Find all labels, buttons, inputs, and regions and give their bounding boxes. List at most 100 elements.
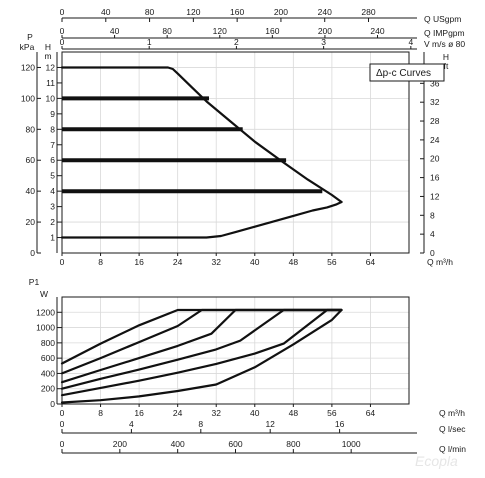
ft-tick-label: 4	[430, 229, 435, 239]
power-curve-level	[60, 308, 343, 390]
ft-tick-label: 12	[430, 191, 440, 201]
power-q-tick-label: 32	[211, 408, 221, 418]
m-tick-label: 4	[50, 186, 55, 196]
top-axis-tick-label: 240	[370, 26, 384, 36]
bottom-axis-tick-label: 0	[60, 419, 65, 429]
m-axis-title: H	[45, 42, 51, 52]
ft-tick-label: 8	[430, 210, 435, 220]
bottom-axis-tick-label: 800	[286, 439, 300, 449]
top-axis-label: Q IMPgpm	[424, 28, 465, 38]
ft-tick-label: 16	[430, 173, 440, 183]
power-tick-label: 400	[41, 368, 55, 378]
q-axis-label: Q m³/h	[427, 257, 453, 267]
ft-tick-label: 20	[430, 154, 440, 164]
m-tick-label: 10	[46, 93, 56, 103]
power-tick-label: 200	[41, 384, 55, 394]
m-tick-label: 11	[46, 78, 55, 88]
kpa-tick-label: 60	[26, 155, 36, 165]
kpa-tick-label: 80	[26, 124, 36, 134]
ft-tick-label: 32	[430, 97, 440, 107]
bottom-axis-tick-label: 200	[113, 439, 127, 449]
ft-axis-title: H	[443, 52, 449, 62]
m-tick-label: 1	[50, 233, 55, 243]
top-axis-tick-label: 2	[234, 37, 239, 47]
top-axis-label: Q USgpm	[424, 14, 461, 24]
top-axis-tick-label: 240	[318, 7, 332, 17]
top-axis-tick-label: 160	[265, 26, 279, 36]
bottom-axis-tick-label: 400	[171, 439, 185, 449]
q-tick-label: 48	[289, 257, 299, 267]
bottom-axis-tick-label: 12	[265, 419, 275, 429]
power-tick-label: 1000	[36, 323, 55, 333]
top-axis-tick-label: 280	[361, 7, 375, 17]
power-axes: P1W 0 200 400 600 800 1000 1200 0 8 16 24 32 40 48 56 64…	[29, 277, 465, 418]
power-curve-level	[60, 308, 343, 397]
bottom-axis-tick-label: 4	[129, 419, 134, 429]
power-q-tick-label: 8	[98, 408, 103, 418]
m-tick-label: 2	[50, 217, 55, 227]
head-curve-min	[60, 200, 343, 239]
power-q-tick-label: 64	[366, 408, 376, 418]
head-curves	[60, 66, 343, 239]
kpa-axis-unit: kPa	[20, 42, 35, 52]
m-tick-label: 12	[46, 62, 56, 72]
power-q-tick-label: 24	[173, 408, 183, 418]
power-q-tick-label: 16	[134, 408, 144, 418]
top-axis-tick-label: 200	[274, 7, 288, 17]
q-tick-label: 8	[98, 257, 103, 267]
m-tick-label: 9	[50, 109, 55, 119]
head-curve-max	[60, 66, 343, 204]
top-axis-tick-label: 160	[230, 7, 244, 17]
top-axis-tick-label: 0	[60, 7, 65, 17]
ft-tick-label: 24	[430, 135, 440, 145]
top-axis-tick-label: 4	[408, 37, 413, 47]
m-tick-label: 6	[50, 155, 55, 165]
power-tick-label: 1200	[36, 307, 55, 317]
q-tick-label: 24	[173, 257, 183, 267]
kpa-tick-label: 100	[21, 93, 35, 103]
power-q-tick-label: 40	[250, 408, 260, 418]
ft-tick-label: 0	[430, 248, 435, 258]
legend-box	[369, 63, 445, 82]
head-panel: PkPa020406080100120Hm123456789101112Hft0…	[20, 32, 454, 267]
top-axis-tick-label: 120	[213, 26, 227, 36]
top-axis-tick-label: 0	[60, 37, 65, 47]
q-tick-label: 64	[366, 257, 376, 267]
bottom-axis-tick-label: 1000	[342, 439, 361, 449]
kpa-axis-title: P	[27, 32, 33, 42]
bottom-axis-label: Q l/min	[439, 444, 466, 454]
power-tick-label: 800	[41, 338, 55, 348]
watermark: Ecopla	[415, 453, 458, 469]
top-axis-tick-label: 120	[186, 7, 200, 17]
bottom-axis-tick-label: 16	[335, 419, 345, 429]
q-tick-label: 16	[134, 257, 144, 267]
ft-tick-label: 36	[430, 78, 440, 88]
power-q-tick-label: 48	[289, 408, 299, 418]
q-tick-label: 0	[60, 257, 65, 267]
power-curve-level	[60, 308, 343, 384]
m-tick-label: 8	[50, 124, 55, 134]
power-curves	[60, 308, 343, 404]
bottom-axis-tick-label: 600	[228, 439, 242, 449]
m-tick-label: 3	[50, 202, 55, 212]
head-axes: PkPa020406080100120Hm123456789101112Hft0…	[20, 32, 454, 267]
kpa-tick-label: 40	[26, 186, 36, 196]
kpa-tick-label: 20	[26, 217, 36, 227]
q-tick-label: 32	[211, 257, 221, 267]
top-axis-tick-label: 40	[101, 7, 111, 17]
top-axis-label: V m/s ø 80	[424, 39, 465, 49]
power-curve-level	[60, 308, 343, 365]
power-axis-unit: W	[40, 289, 48, 299]
m-tick-label: 7	[50, 140, 55, 150]
power-grid	[61, 297, 409, 405]
power-q-axis-label: Q m³/h	[439, 408, 465, 418]
m-tick-label: 5	[50, 171, 55, 181]
m-axis-unit: m	[44, 51, 51, 61]
bottom-axis-tick-label: 0	[60, 439, 65, 449]
bottom-axis-label: Q l/sec	[439, 424, 466, 434]
ft-axis-unit: ft	[444, 61, 449, 71]
top-axis-tick-label: 0	[60, 26, 65, 36]
